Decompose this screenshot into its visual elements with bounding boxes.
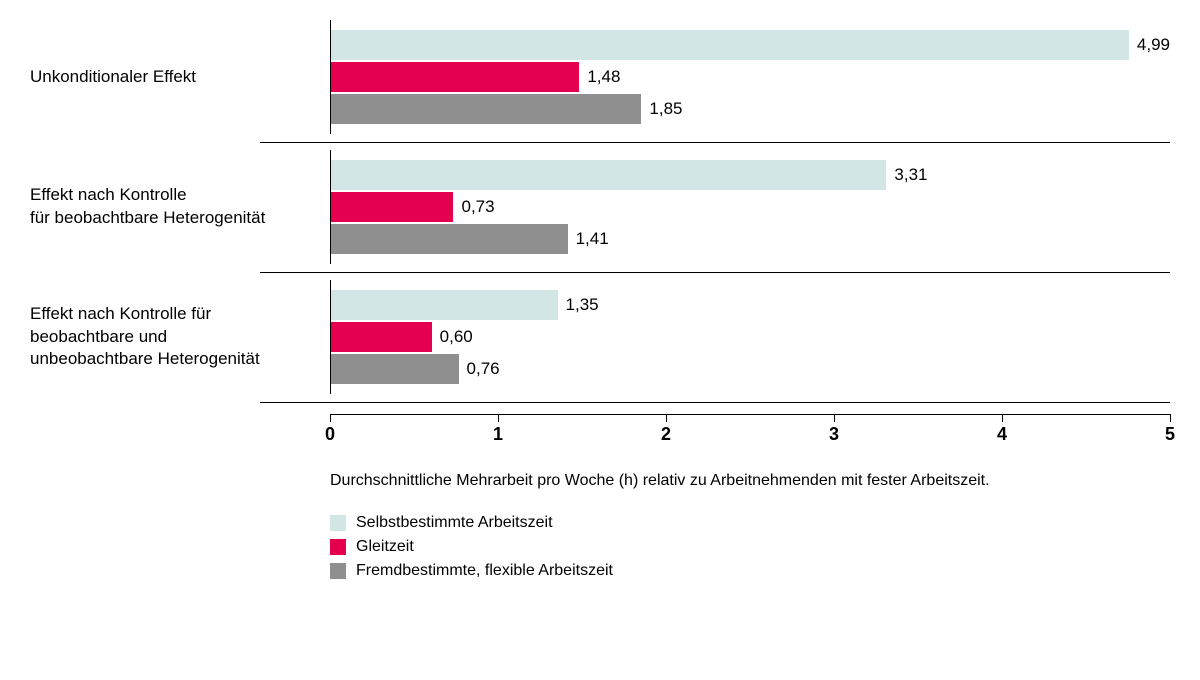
legend-item: Gleitzeit xyxy=(330,538,1170,556)
bar-row: 1,41 xyxy=(331,224,1170,254)
x-tick-label: 4 xyxy=(997,424,1007,445)
bar-gleit xyxy=(331,192,453,222)
bar-row: 3,31 xyxy=(331,160,1170,190)
group-label: Effekt nach Kontrolle fürbeobachtbare un… xyxy=(30,303,260,372)
bar-row: 4,99 xyxy=(331,30,1170,60)
bar-row: 1,35 xyxy=(331,290,1170,320)
legend-swatch xyxy=(330,515,346,531)
group-label-col: Effekt nach Kontrollefür beobachtbare He… xyxy=(30,150,330,264)
x-tick-label: 5 xyxy=(1165,424,1175,445)
grouped-bar-chart: Unkonditionaler Effekt 4,99 1,48 1,85 Ef… xyxy=(30,20,1170,586)
legend-label: Fremdbestimmte, flexible Arbeitszeit xyxy=(356,562,613,580)
group-plot: 1,35 0,60 0,76 xyxy=(330,280,1170,394)
bar-group: Effekt nach Kontrolle fürbeobachtbare un… xyxy=(30,280,1170,394)
x-tick-label: 1 xyxy=(493,424,503,445)
bar-row: 1,48 xyxy=(331,62,1170,92)
legend-label: Selbstbestimmte Arbeitszeit xyxy=(356,514,553,532)
group-separator xyxy=(30,264,1170,280)
chart-caption: Durchschnittliche Mehrarbeit pro Woche (… xyxy=(330,472,1170,490)
group-plot: 4,99 1,48 1,85 xyxy=(330,20,1170,134)
legend-item: Fremdbestimmte, flexible Arbeitszeit xyxy=(330,562,1170,580)
bar-row: 0,73 xyxy=(331,192,1170,222)
bar-row: 0,76 xyxy=(331,354,1170,384)
bar-fremd xyxy=(331,224,568,254)
bar-value: 4,99 xyxy=(1137,35,1170,55)
bar-value: 0,60 xyxy=(440,327,473,347)
bar-fremd xyxy=(331,94,641,124)
bar-group: Unkonditionaler Effekt 4,99 1,48 1,85 xyxy=(30,20,1170,134)
group-label-col: Effekt nach Kontrolle fürbeobachtbare un… xyxy=(30,280,330,394)
bar-selbst xyxy=(331,290,558,320)
bar-selbst xyxy=(331,160,886,190)
bar-value: 3,31 xyxy=(894,165,927,185)
bar-row: 0,60 xyxy=(331,322,1170,352)
bar-value: 0,76 xyxy=(467,359,500,379)
bar-group: Effekt nach Kontrollefür beobachtbare He… xyxy=(30,150,1170,264)
bar-value: 0,73 xyxy=(461,197,494,217)
bar-row: 1,85 xyxy=(331,94,1170,124)
legend-label: Gleitzeit xyxy=(356,538,414,556)
bar-gleit xyxy=(331,322,432,352)
group-label: Effekt nach Kontrollefür beobachtbare He… xyxy=(30,184,265,230)
group-separator xyxy=(30,394,1170,410)
group-label: Unkonditionaler Effekt xyxy=(30,66,196,89)
group-label-col: Unkonditionaler Effekt xyxy=(30,20,330,134)
bar-selbst xyxy=(331,30,1129,60)
bar-value: 1,35 xyxy=(566,295,599,315)
x-tick-label: 2 xyxy=(661,424,671,445)
legend: Selbstbestimmte Arbeitszeit Gleitzeit Fr… xyxy=(330,508,1170,586)
bar-fremd xyxy=(331,354,459,384)
group-separator xyxy=(30,134,1170,150)
x-tick-label: 0 xyxy=(325,424,335,445)
bar-value: 1,85 xyxy=(649,99,682,119)
bar-value: 1,48 xyxy=(587,67,620,87)
legend-swatch xyxy=(330,539,346,555)
bar-value: 1,41 xyxy=(576,229,609,249)
x-axis: 012345 xyxy=(30,414,1170,448)
bar-gleit xyxy=(331,62,579,92)
legend-item: Selbstbestimmte Arbeitszeit xyxy=(330,514,1170,532)
x-tick-label: 3 xyxy=(829,424,839,445)
legend-swatch xyxy=(330,563,346,579)
group-plot: 3,31 0,73 1,41 xyxy=(330,150,1170,264)
